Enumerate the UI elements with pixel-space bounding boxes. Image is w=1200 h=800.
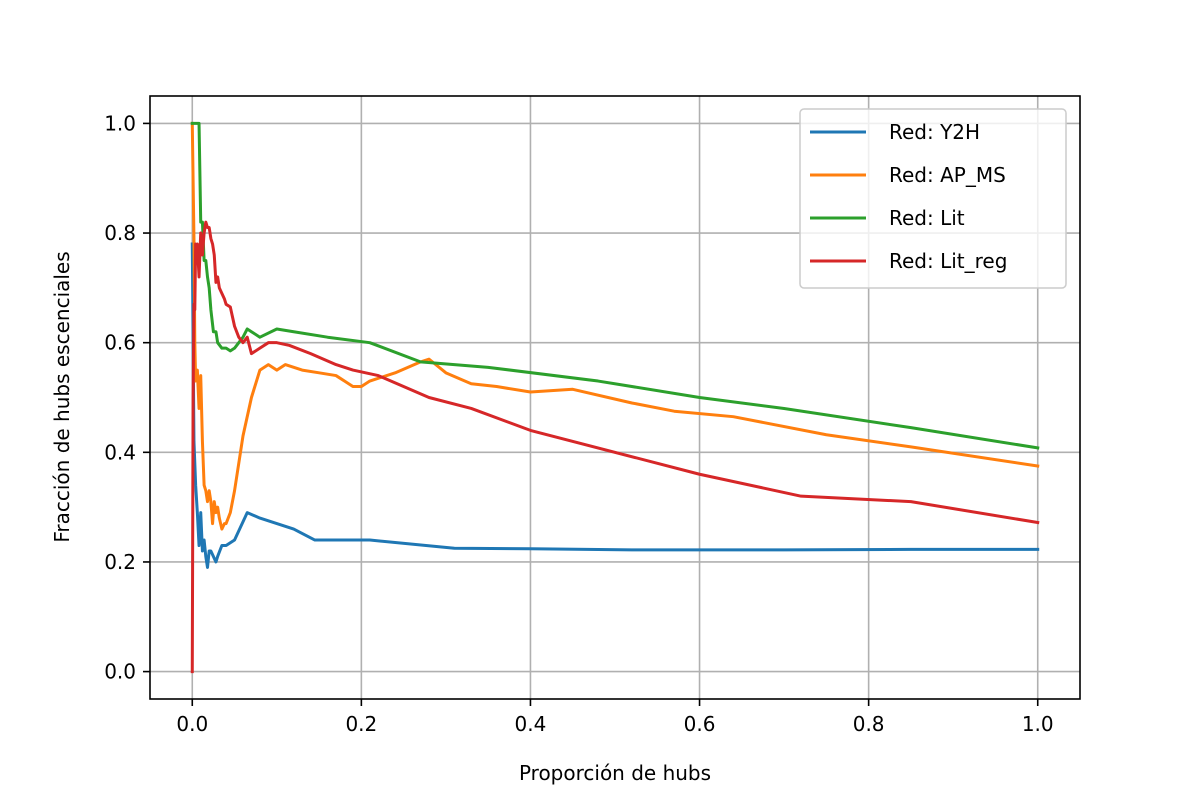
x-tick-label: 0.8 — [853, 712, 885, 736]
legend-label-lit-reg: Red: Lit_reg — [889, 249, 1007, 273]
x-tick-label: 0.6 — [684, 712, 716, 736]
y-axis-label: Fracción de hubs escenciales — [50, 251, 74, 542]
legend: Red: Y2H Red: AP_MS Red: Lit Red: Lit_reg — [799, 108, 1067, 289]
legend-label-y2h: Red: Y2H — [889, 120, 980, 144]
series-line-lit-reg — [190, 220, 1040, 674]
series-lines — [190, 121, 1040, 674]
x-tick-label: 0.2 — [345, 712, 377, 736]
series-line-ap-ms — [190, 121, 1040, 531]
x-tick-label: 0.0 — [176, 712, 208, 736]
axis-ticks: 0.0 0.2 0.4 0.6 0.8 1.0 0.0 0.2 0.4 0.6 0.8 1.0 — [104, 111, 1053, 736]
x-tick-label: 1.0 — [1022, 712, 1054, 736]
y-tick-label: 0.2 — [104, 550, 136, 574]
y-tick-label: 0.6 — [104, 331, 136, 355]
series-line-lit — [190, 121, 1040, 450]
y-tick-label: 1.0 — [104, 111, 136, 135]
plot-area-frame — [149, 95, 1081, 700]
x-tick-label: 0.4 — [515, 712, 547, 736]
x-axis-label: Proporción de hubs — [519, 761, 711, 785]
legend-label-lit: Red: Lit — [889, 206, 965, 230]
y-tick-label: 0.4 — [104, 440, 136, 464]
legend-box — [799, 108, 1067, 289]
y-tick-label: 0.8 — [104, 221, 136, 245]
series-line-y2h — [190, 242, 1040, 569]
y-tick-label: 0.0 — [104, 660, 136, 684]
legend-label-ap-ms: Red: AP_MS — [889, 163, 1006, 187]
